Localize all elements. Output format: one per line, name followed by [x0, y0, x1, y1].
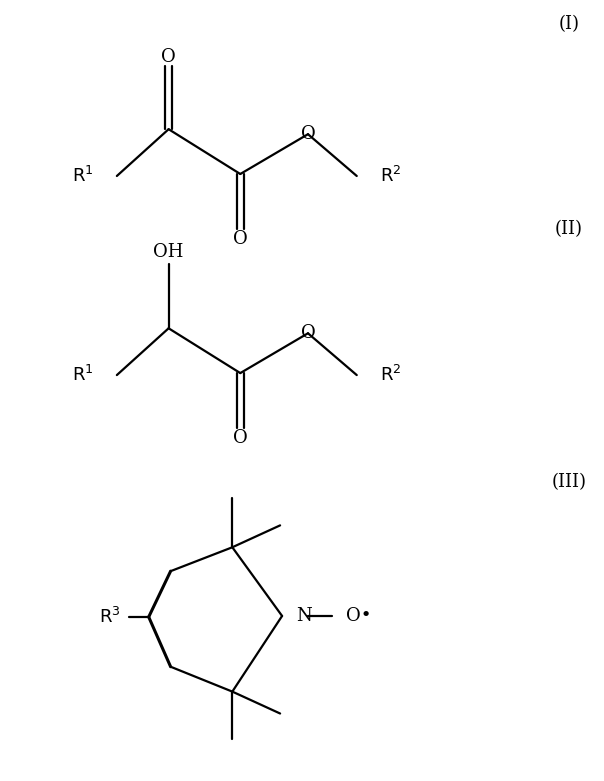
- Text: (II): (II): [554, 219, 583, 237]
- Text: $\mathsf{R^1}$: $\mathsf{R^1}$: [72, 365, 94, 385]
- Text: O: O: [233, 230, 248, 248]
- Text: (I): (I): [558, 15, 579, 33]
- Text: $\mathsf{R^2}$: $\mathsf{R^2}$: [380, 365, 401, 385]
- Text: (III): (III): [551, 473, 586, 491]
- Text: O•: O•: [346, 607, 371, 625]
- Text: O: O: [161, 48, 176, 66]
- Text: $\mathsf{R^2}$: $\mathsf{R^2}$: [380, 166, 401, 186]
- Text: O: O: [233, 429, 248, 447]
- Text: O: O: [301, 125, 315, 143]
- Text: O: O: [301, 324, 315, 342]
- Text: N: N: [296, 607, 312, 625]
- Text: $\mathsf{R^3}$: $\mathsf{R^3}$: [99, 607, 121, 627]
- Text: OH: OH: [153, 243, 184, 261]
- Text: $\mathsf{R^1}$: $\mathsf{R^1}$: [72, 166, 94, 186]
